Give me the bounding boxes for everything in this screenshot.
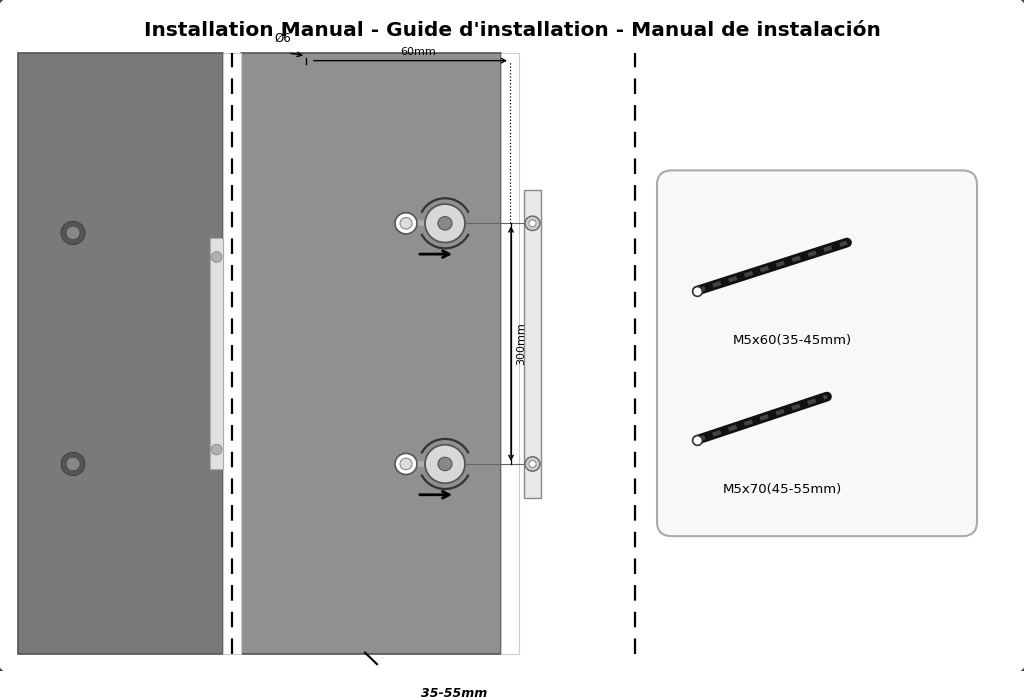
Text: Ø6: Ø6 <box>274 32 292 45</box>
Bar <box>524 190 541 498</box>
Circle shape <box>400 217 412 229</box>
Circle shape <box>66 457 80 470</box>
Bar <box>501 53 519 654</box>
Circle shape <box>61 222 85 245</box>
Text: M5x70(45-55mm): M5x70(45-55mm) <box>722 483 842 496</box>
Circle shape <box>438 217 452 230</box>
Bar <box>241 53 501 654</box>
Circle shape <box>66 227 80 240</box>
Circle shape <box>438 457 452 470</box>
Circle shape <box>529 220 536 227</box>
Text: 60mm: 60mm <box>400 47 436 56</box>
Circle shape <box>525 457 540 471</box>
Circle shape <box>395 453 417 475</box>
Circle shape <box>211 444 222 455</box>
Text: M5x60(35-45mm): M5x60(35-45mm) <box>732 334 852 347</box>
Circle shape <box>425 204 465 243</box>
Bar <box>210 238 223 469</box>
Text: Installation Manual - Guide d'installation - Manual de instalación: Installation Manual - Guide d'installati… <box>143 22 881 40</box>
Text: 35-55mm: 35-55mm <box>421 687 487 697</box>
Circle shape <box>211 252 222 262</box>
Circle shape <box>425 445 465 483</box>
Circle shape <box>61 452 85 475</box>
Circle shape <box>400 458 412 470</box>
FancyBboxPatch shape <box>0 0 1024 675</box>
Circle shape <box>529 461 536 467</box>
Circle shape <box>525 216 540 231</box>
Bar <box>18 53 223 654</box>
FancyBboxPatch shape <box>657 170 977 536</box>
Text: 300mm: 300mm <box>516 322 526 365</box>
Circle shape <box>395 213 417 234</box>
Bar <box>223 53 241 654</box>
